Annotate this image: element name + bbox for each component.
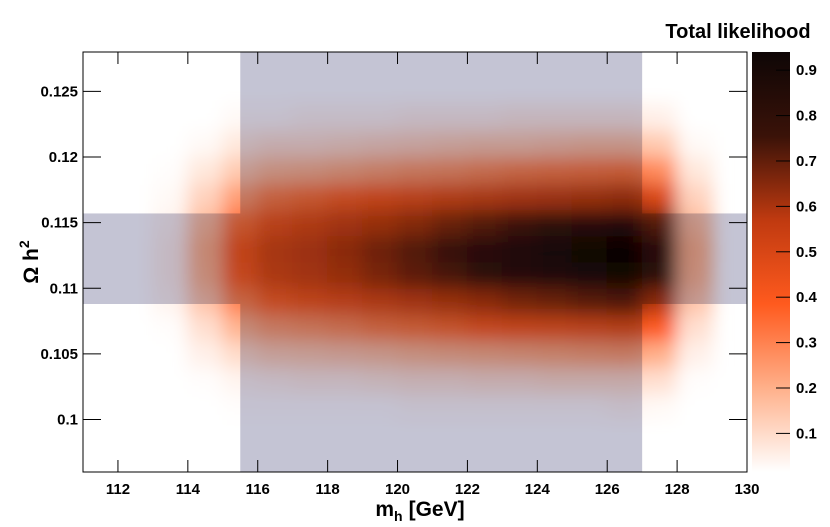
heat-cell xyxy=(676,366,713,394)
colorbar-tick-label: 0.2 xyxy=(796,380,817,397)
colorbar-tick-label: 0.6 xyxy=(796,198,817,215)
x-tick-label: 122 xyxy=(455,481,480,498)
heat-cell xyxy=(152,366,189,394)
colorbar-title: Total likelihood xyxy=(665,21,810,43)
heat-cell xyxy=(187,419,224,447)
heat-cell xyxy=(152,182,189,210)
heat-cell xyxy=(187,104,224,132)
heat-cell xyxy=(152,156,189,184)
x-tick-label: 120 xyxy=(385,481,410,498)
x-tick-label: 124 xyxy=(525,481,551,498)
colorbar-tick-label: 0.8 xyxy=(796,108,817,125)
axes: 112 114 116 118 120 122 124 126 128 130 0.1 0.105 0.… xyxy=(40,51,818,498)
colorbar-tick-label: 0.9 xyxy=(796,62,817,79)
heat-cell xyxy=(676,104,713,132)
x-tick-label: 112 xyxy=(106,481,130,498)
colorbar-tick-label: 0.4 xyxy=(796,289,818,306)
x-tick-label: 118 xyxy=(316,481,340,498)
x-tick-label: 114 xyxy=(176,481,201,498)
heat-cell xyxy=(641,419,678,447)
heat-cell xyxy=(187,340,224,368)
x-title-main: m xyxy=(375,498,394,521)
colorbar-tick-label: 0.7 xyxy=(796,153,817,170)
y-band xyxy=(83,213,747,304)
heat-cell xyxy=(641,182,678,210)
y-title-sup: 2 xyxy=(16,240,32,248)
x-tick-label: 130 xyxy=(734,481,759,498)
y-axis-title: Ω h2 xyxy=(16,240,43,284)
colorbar-tick-label: 0.3 xyxy=(796,335,817,352)
heat-cell xyxy=(152,104,189,132)
y-title-main: Ω h xyxy=(20,248,43,284)
x-title-unit: [GeV] xyxy=(409,498,465,521)
colorbar xyxy=(752,52,790,472)
heat-cell xyxy=(152,392,189,420)
heat-cell xyxy=(152,314,189,342)
colorbar-tick-label: 0.1 xyxy=(796,425,817,442)
x-axis-title: mh [GeV] xyxy=(375,498,464,524)
heat-cell xyxy=(676,419,713,447)
x-title-sub: h xyxy=(394,508,403,524)
heat-cell xyxy=(676,392,713,420)
heat-cell xyxy=(152,340,189,368)
heat-cell xyxy=(187,392,224,420)
colorbar-tick-label: 0.5 xyxy=(796,244,817,261)
heat-cell xyxy=(187,366,224,394)
heat-cell xyxy=(641,104,678,132)
heat-cell xyxy=(676,182,713,210)
y-tick-label: 0.115 xyxy=(41,215,78,232)
heat-cell xyxy=(676,340,713,368)
heat-cell xyxy=(641,340,678,368)
x-tick-label: 116 xyxy=(246,481,270,498)
heat-cell xyxy=(641,366,678,394)
y-tick-label: 0.1 xyxy=(57,412,78,429)
heat-cell xyxy=(187,182,224,210)
y-tick-label: 0.12 xyxy=(49,149,78,166)
heat-cell xyxy=(641,392,678,420)
heat-cell xyxy=(152,130,189,158)
y-tick-label: 0.105 xyxy=(40,346,78,363)
heat-cell xyxy=(641,130,678,158)
x-tick-label: 126 xyxy=(595,481,620,498)
heat-cell xyxy=(641,314,678,342)
y-tick-label: 0.125 xyxy=(40,83,78,100)
plot-frame xyxy=(82,51,748,473)
x-tick-label: 128 xyxy=(665,481,690,498)
bands xyxy=(83,52,747,472)
y-tick-label: 0.11 xyxy=(50,280,78,297)
heat-cell xyxy=(676,156,713,184)
heat-cell xyxy=(152,419,189,447)
heat-cell xyxy=(641,156,678,184)
heat-cell xyxy=(676,314,713,342)
heat-cell xyxy=(676,130,713,158)
heat-cell xyxy=(187,130,224,158)
heat-cell xyxy=(187,314,224,342)
heat-cell xyxy=(187,156,224,184)
